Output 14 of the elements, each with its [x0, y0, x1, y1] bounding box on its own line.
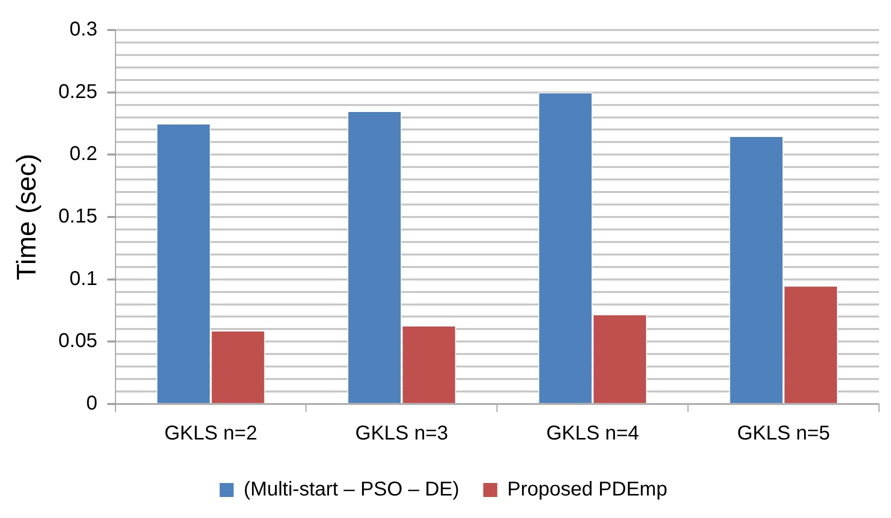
y-tick-label: 0.2 [70, 143, 98, 166]
y-tick-label: 0.1 [70, 268, 98, 290]
y-tick-label: 0.15 [58, 206, 98, 228]
legend-label: (Multi-start – PSO – DE) [244, 478, 460, 501]
x-tick-label: GKLS n=3 [355, 422, 448, 445]
x-tick-label: GKLS n=4 [546, 422, 640, 445]
y-axis-title: Time (sec) [12, 154, 42, 280]
x-tick-label: GKLS n=2 [164, 422, 258, 445]
y-tick-label: 0.05 [58, 330, 98, 352]
y-tick-label: 0.3 [70, 18, 98, 41]
y-tick-label: 0 [86, 392, 98, 415]
x-tick-label: GKLS n=5 [737, 422, 830, 445]
legend-label: Proposed PDEmp [507, 478, 668, 501]
y-tick-label: 0.25 [58, 80, 98, 103]
